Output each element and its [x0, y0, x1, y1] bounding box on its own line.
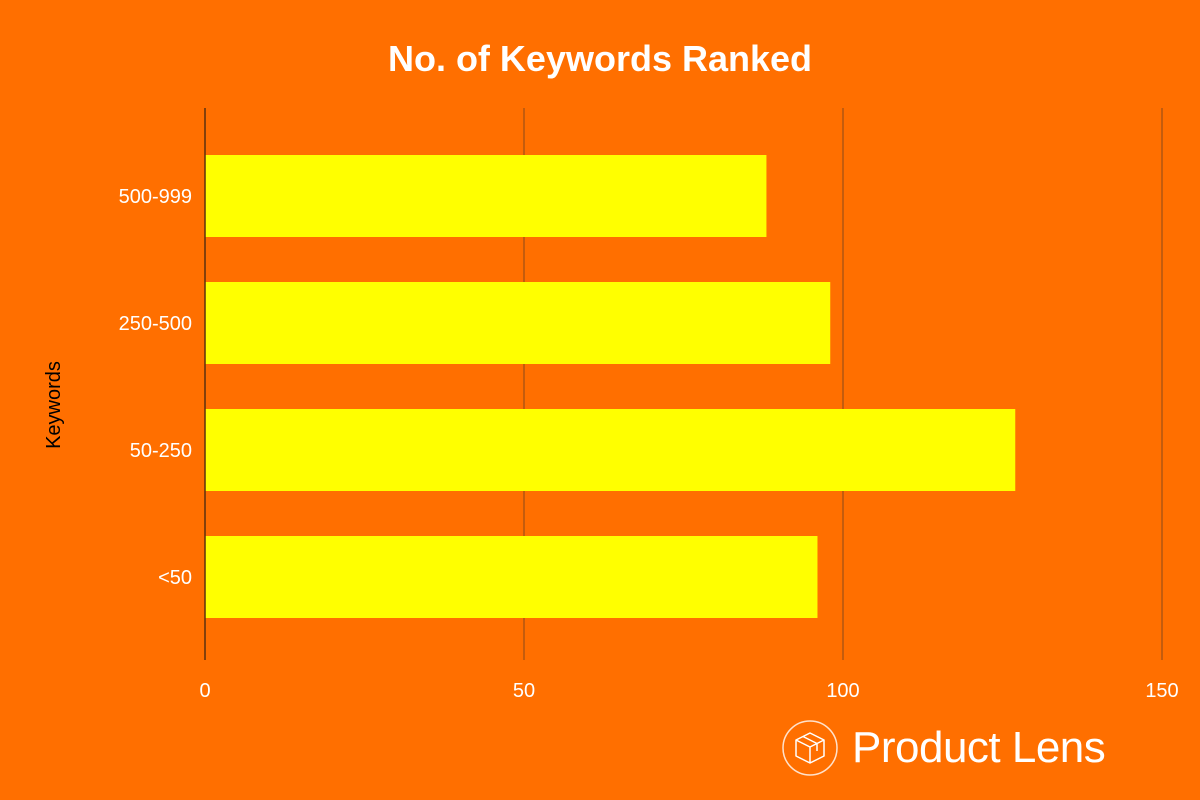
- chart-title: No. of Keywords Ranked: [387, 38, 813, 79]
- x-tick-label: 50: [513, 680, 535, 702]
- box-in-circle-icon: [782, 720, 838, 776]
- product-lens-logo: Product Lens: [780, 718, 1106, 778]
- y-tick-label: <50: [158, 567, 192, 589]
- bar: [205, 155, 767, 237]
- y-tick-label: 250-500: [119, 313, 192, 335]
- bar: [205, 282, 831, 364]
- x-tick-label: 150: [1145, 680, 1178, 702]
- x-tick-label: 0: [199, 680, 210, 702]
- bar: [205, 409, 1016, 491]
- logo-text: Product Lens: [852, 723, 1106, 772]
- y-tick-label: 500-999: [119, 186, 192, 208]
- x-tick-label: 100: [826, 680, 859, 702]
- bar: [205, 536, 818, 618]
- y-tick-label: 50-250: [130, 440, 192, 462]
- y-axis-title: Keywords: [43, 361, 65, 449]
